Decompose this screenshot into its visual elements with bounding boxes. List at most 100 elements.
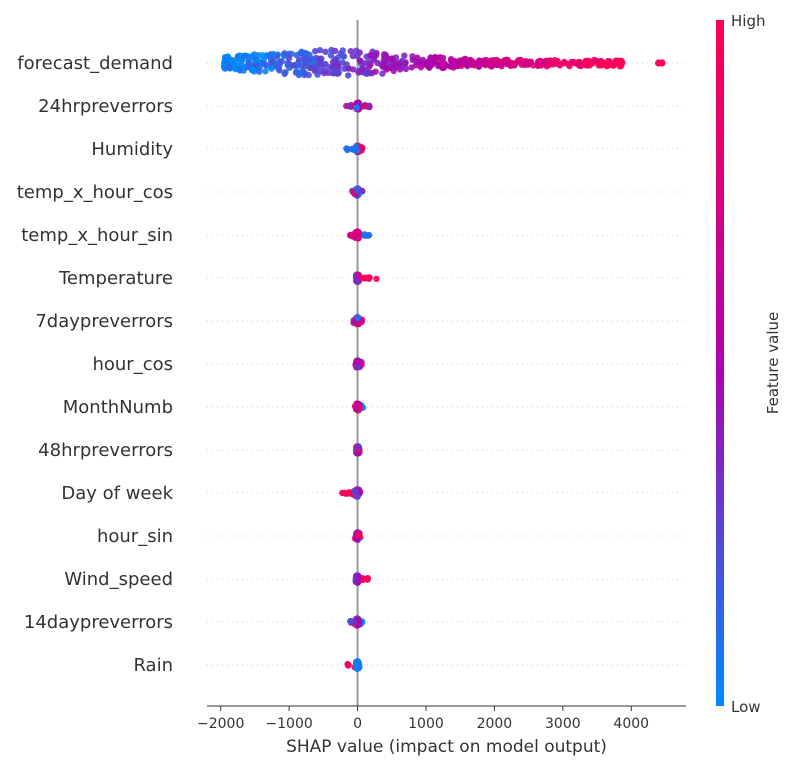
shap-point xyxy=(259,52,266,59)
colorbar-title: Feature value xyxy=(764,312,782,414)
shap-point xyxy=(351,488,358,495)
colorbar-high-label: High xyxy=(731,12,765,30)
shap-point xyxy=(353,658,361,666)
shap-point xyxy=(360,274,367,282)
shap-point xyxy=(268,65,275,72)
shap-point xyxy=(606,58,613,65)
shap-point xyxy=(248,53,256,60)
feature-label: Rain xyxy=(133,655,173,676)
shap-point xyxy=(356,404,363,411)
x-tick-label: −1000 xyxy=(265,716,312,732)
shap-point xyxy=(356,57,363,64)
shap-point xyxy=(262,68,269,75)
shap-point xyxy=(354,314,361,321)
colorbar-low-label: Low xyxy=(731,698,761,716)
shap-point xyxy=(379,70,386,77)
shap-point xyxy=(368,70,375,77)
shap-point xyxy=(339,47,346,54)
shap-point xyxy=(355,357,362,364)
shap-point xyxy=(316,47,324,54)
shap-point xyxy=(302,59,309,67)
shap-point xyxy=(225,54,232,61)
shap-point xyxy=(332,59,339,67)
shap-point xyxy=(293,51,300,59)
shap-point xyxy=(600,59,607,67)
shap-point xyxy=(392,64,399,71)
feature-label: 7daypreverrors xyxy=(35,311,173,332)
x-tick-label: 3000 xyxy=(545,716,581,732)
shap-point xyxy=(349,52,357,60)
shap-point xyxy=(322,48,329,55)
shap-point xyxy=(465,61,473,68)
feature-label: 14daypreverrors xyxy=(24,612,173,633)
shap-outlier-point xyxy=(658,59,666,67)
shap-point xyxy=(413,58,420,65)
shap-point xyxy=(409,53,416,60)
shap-point xyxy=(288,50,295,57)
shap-point xyxy=(354,363,361,370)
shap-point xyxy=(290,62,297,69)
x-tick-label: 4000 xyxy=(613,716,649,732)
shap-point xyxy=(619,59,626,67)
shap-point xyxy=(354,187,361,195)
shap-point xyxy=(585,58,592,66)
feature-label: hour_sin xyxy=(97,526,173,547)
shap-point xyxy=(353,104,360,112)
feature-label: MonthNumb xyxy=(63,397,173,418)
shap-point xyxy=(355,532,362,540)
shap-point xyxy=(483,61,490,68)
shap-point xyxy=(328,46,335,54)
colorbar xyxy=(716,20,724,706)
shap-point xyxy=(591,56,598,64)
shap-point xyxy=(345,72,352,79)
shap-point xyxy=(312,47,319,55)
feature-label: temp_x_hour_cos xyxy=(17,182,173,203)
shap-point xyxy=(373,275,380,282)
shap-point xyxy=(458,62,465,69)
shap-point xyxy=(344,660,351,668)
shap-point xyxy=(388,55,395,63)
shap-point xyxy=(340,53,348,60)
shap-point xyxy=(354,278,361,285)
shap-point xyxy=(262,61,269,68)
shap-point xyxy=(417,63,425,71)
shap-point xyxy=(475,63,483,70)
shap-point xyxy=(355,443,362,450)
shap-point xyxy=(239,62,247,70)
feature-label: Temperature xyxy=(58,268,173,289)
shap-point xyxy=(308,64,315,72)
x-tick-label: −2000 xyxy=(197,716,244,732)
shap-point xyxy=(354,229,361,237)
shap-point xyxy=(347,48,354,55)
x-tick-label: 2000 xyxy=(477,716,513,732)
shap-point xyxy=(346,102,353,110)
shap-point xyxy=(383,66,390,73)
shap-point xyxy=(363,70,370,78)
shap-point xyxy=(318,55,325,62)
shap-point xyxy=(447,63,454,70)
shap-point xyxy=(354,493,361,500)
shap-point xyxy=(614,60,621,67)
shap-point xyxy=(545,61,553,69)
shap-point xyxy=(354,147,361,154)
shap-point xyxy=(354,578,361,585)
shap-point xyxy=(435,61,442,68)
feature-label: temp_x_hour_sin xyxy=(21,225,173,246)
x-axis-title: SHAP value (impact on model output) xyxy=(286,737,607,757)
shap-point xyxy=(355,69,362,76)
feature-label: hour_cos xyxy=(92,354,173,375)
shap-point xyxy=(241,52,249,59)
shap-point xyxy=(365,58,372,66)
shap-point xyxy=(516,58,523,65)
shap-point xyxy=(223,59,231,66)
shap-point xyxy=(339,59,346,66)
shap-point xyxy=(274,63,281,71)
shap-point xyxy=(374,59,381,67)
shap-point xyxy=(334,67,342,74)
feature-label: 48hrpreverrors xyxy=(38,440,173,461)
shap-point xyxy=(293,68,300,75)
shap-point xyxy=(278,58,285,65)
shap-point xyxy=(408,64,415,71)
shap-point xyxy=(360,103,368,110)
shap-point xyxy=(564,60,571,68)
